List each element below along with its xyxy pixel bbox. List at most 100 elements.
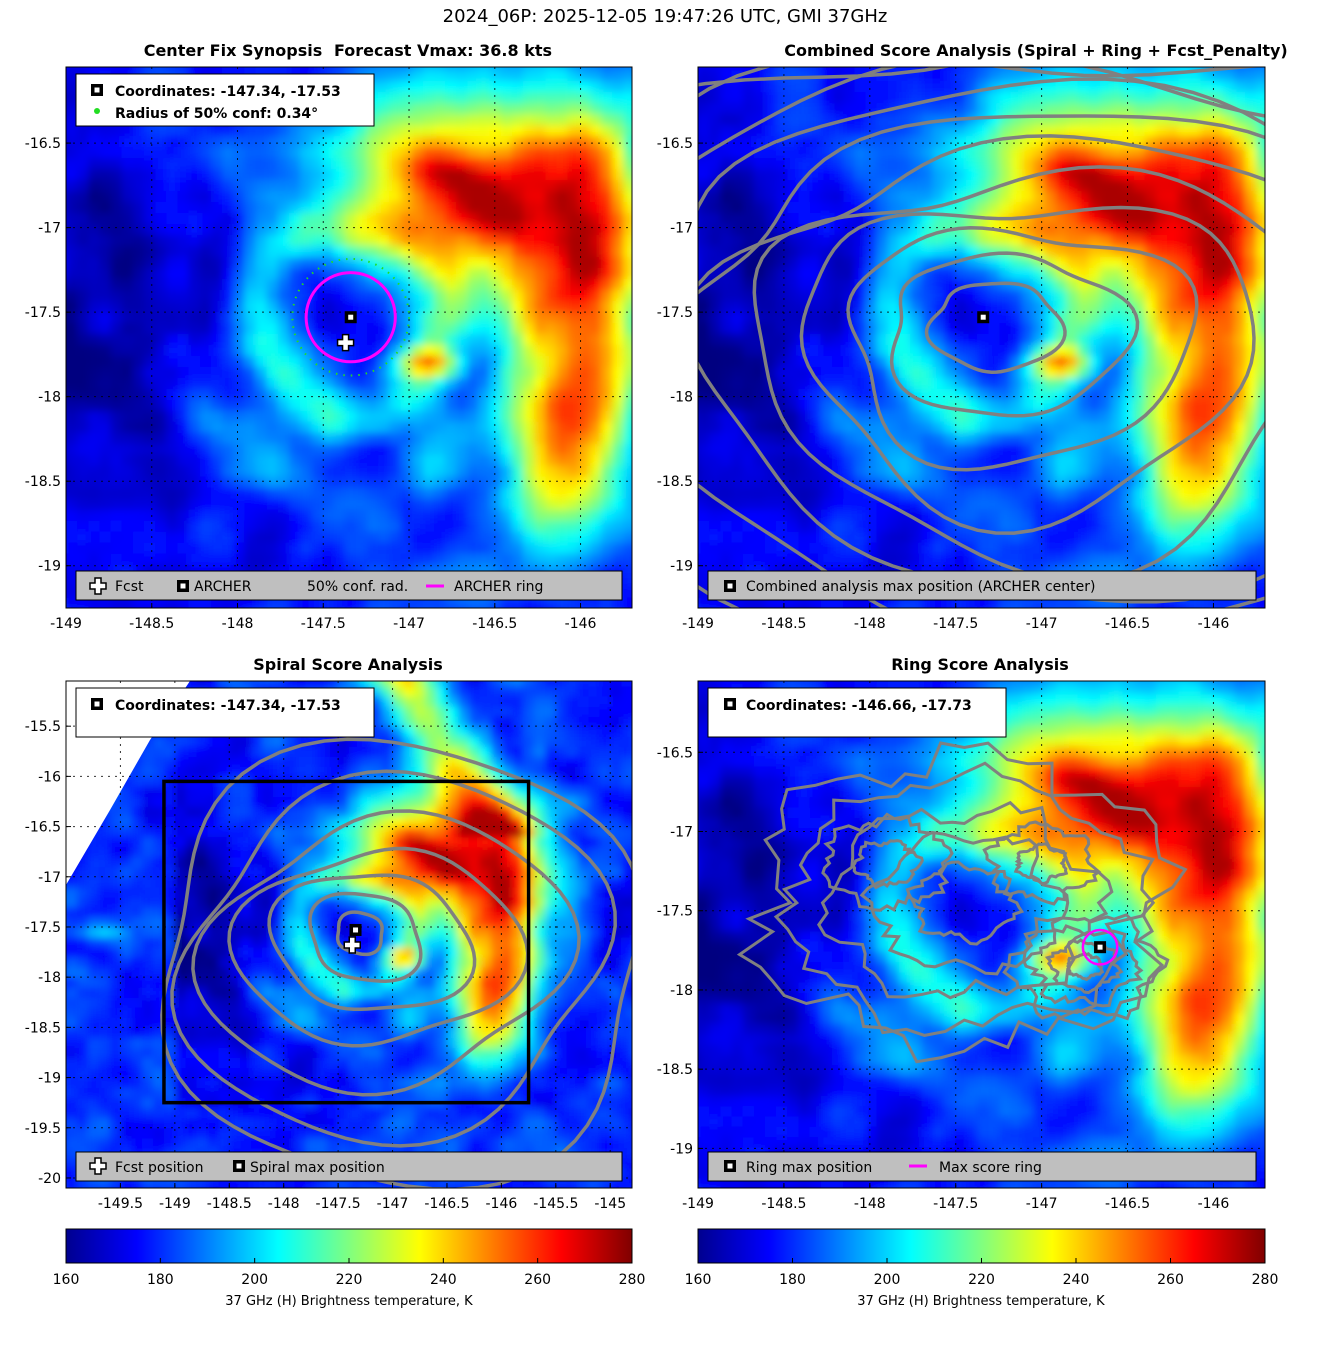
tb-cell-1387 [809,344,822,356]
tb-cell-387 [698,542,710,554]
tb-cell-545 [601,520,613,532]
tb-cell-1701 [612,289,624,301]
tb-cell-671 [798,487,811,499]
tb-cell-1427 [1256,344,1265,356]
tb-cell-969 [1055,432,1068,444]
tb-cell-300 [954,564,967,576]
tb-cell-2128 [467,201,479,213]
tb-cell-954 [255,432,268,444]
tb-cell-1370 [601,355,613,367]
tb-cell-2737 [511,80,524,93]
tb-cell-769 [1279,476,1291,488]
tb-cell-1745 [1122,278,1135,290]
tb-cell-582 [1033,509,1045,521]
tb-cell-2203 [77,179,89,191]
tb-cell-1496 [166,322,178,334]
tb-cell-2530 [44,114,56,126]
tb-cell-1991 [166,223,178,235]
tb-cell-1577 [456,311,468,323]
tb-cell-639 [1055,498,1068,510]
tb-cell-2216 [222,179,234,191]
tb-cell-297 [921,564,934,576]
tb-cell-1046 [698,410,699,422]
tb-cell-386 [66,542,67,554]
tb-cell-1075 [378,410,390,422]
tb-cell-1764 [88,267,100,279]
tb-cell-915 [433,443,446,455]
tb-cell-1178 [300,388,312,400]
tb-cell-1171 [222,388,234,400]
tb-cell-2295 [489,168,502,180]
tb-cell-2743 [578,80,591,93]
tb-cell-2067 [400,212,413,224]
tb-cell-2319 [144,157,156,169]
tb-cell-876 [1245,454,1257,466]
tb-cell-2355 [545,157,558,169]
tb-cell-1646 [612,300,624,312]
tb-cell-1152 [1256,399,1265,411]
tb-cell-819 [1222,465,1235,477]
tb-cell-134 [311,597,323,608]
tb-cell-2286 [389,168,401,180]
tb-cell-652 [1200,498,1213,510]
tb-cell-321 [556,564,569,576]
tb-cell-492 [1256,531,1265,543]
tb-cell-2626 [500,102,513,115]
tb-cell-1905 [433,245,446,257]
tb-cell-166 [698,586,699,598]
tb-cell-1232 [921,377,934,389]
tb-cell-2119 [367,201,379,213]
tb-cell-1386 [166,344,178,356]
tb-cell-2348 [467,157,479,169]
tb-cell-2211 [166,179,178,191]
tb-cell-1461 [389,333,401,345]
tb-cell-1883 [820,245,833,257]
tb-cell-743 [355,476,368,488]
tb-cell-1237 [344,377,357,389]
tb-cell-2636 [612,102,624,115]
tb-cell-682 [921,487,934,499]
tb-cell-2741 [556,80,569,93]
tb-cell-1127 [344,399,357,411]
tb-cell-2847 [511,67,524,71]
tb-cell-507 [809,520,822,532]
tb-cell-2689 [590,91,602,104]
tb-cell-2147 [66,190,78,202]
tb-cell-1975 [601,234,613,246]
tb-cell-1777 [233,267,245,279]
tb-cell-531 [1077,520,1090,532]
tb-cell-882 [66,443,78,455]
tb-cell-1048 [77,410,89,422]
tb-cell-863 [467,454,479,466]
tb-cell-1861 [556,256,569,268]
tb-cell-2825 [266,67,279,71]
tb-cell-1824 [144,256,156,268]
tb-cell-1255 [1178,377,1190,389]
tb-cell-44 [534,619,546,631]
tb-cell-343 [188,553,201,565]
tb-cell-1492 [121,322,134,334]
tb-cell-1767 [121,267,134,279]
tb-cell-1914 [1167,245,1179,257]
tb-cell-938 [77,432,89,444]
tb-cell-1745 [489,278,502,290]
tb-cell-1503 [244,322,257,334]
tb-cell-1117 [233,399,245,411]
tb-cell-1281 [854,366,867,378]
tb-cell-1388 [188,344,201,356]
tb-cell-1140 [1122,399,1135,411]
tb-cell-112 [66,597,78,608]
tb-cell-115 [99,597,112,608]
tb-cell-333 [709,553,721,565]
tb-cell-1868 [635,256,647,268]
tb-cell-1206 [1245,388,1257,400]
tb-cell-1495 [787,322,800,334]
tb-cell-2361 [612,157,624,169]
tb-cell-125 [843,597,855,608]
tb-cell-348 [244,553,257,565]
tb-cell-2521 [556,124,569,137]
tb-cell-531 [445,520,457,532]
tb-cell-1550 [787,311,800,323]
tb-cell-462 [289,531,301,543]
tb-cell-1536 [612,322,624,334]
